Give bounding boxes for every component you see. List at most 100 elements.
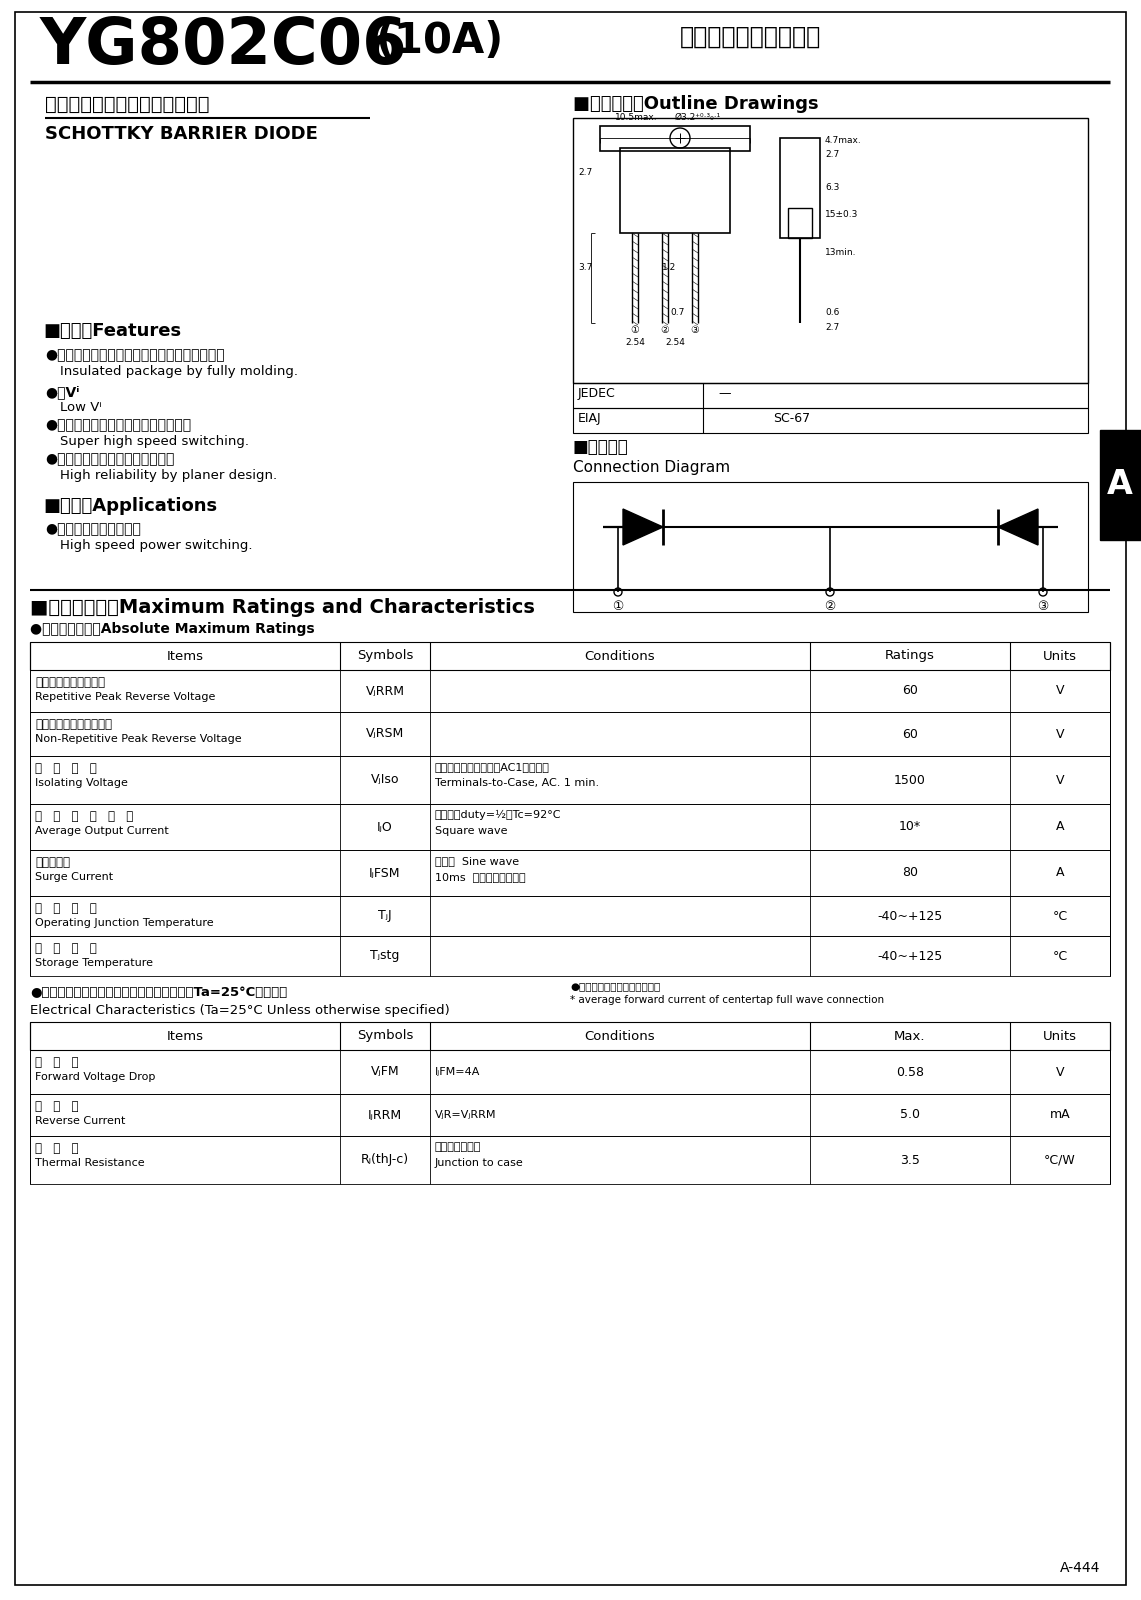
Text: Max.: Max.	[895, 1029, 925, 1043]
Text: V: V	[1055, 685, 1065, 698]
Text: VⱼR=VⱼRRM: VⱼR=VⱼRRM	[435, 1110, 496, 1120]
Text: 保   存   温   度: 保 存 温 度	[35, 942, 97, 955]
Text: Symbols: Symbols	[357, 1029, 413, 1043]
Text: Low Vⁱ: Low Vⁱ	[60, 402, 102, 414]
Text: Thermal Resistance: Thermal Resistance	[35, 1158, 145, 1168]
Text: VⱼFM: VⱼFM	[371, 1066, 399, 1078]
Text: Forward Voltage Drop: Forward Voltage Drop	[35, 1072, 155, 1082]
Text: ピーク繰り返し逆電圧: ピーク繰り返し逆電圧	[35, 675, 105, 690]
Text: ③: ③	[690, 325, 698, 334]
Text: Average Output Current: Average Output Current	[35, 826, 169, 835]
Text: IⱼFM=4A: IⱼFM=4A	[435, 1067, 480, 1077]
Text: ■外形寸法：Outline Drawings: ■外形寸法：Outline Drawings	[573, 94, 818, 114]
Text: TⱼJ: TⱼJ	[378, 909, 391, 923]
Text: 順   電   圧: 順 電 圧	[35, 1056, 79, 1069]
Text: 絶   縁   耕   圧: 絶 縁 耕 圧	[35, 762, 97, 774]
Bar	[573, 408, 1089, 434]
Text: Surge Current: Surge Current	[35, 872, 113, 882]
Text: サージ電流: サージ電流	[35, 856, 70, 869]
Text: 2.54: 2.54	[665, 338, 685, 347]
Bar	[30, 936, 1110, 976]
Text: VⱼRSM: VⱼRSM	[366, 728, 404, 741]
Bar	[30, 896, 1110, 936]
Bar	[780, 138, 820, 238]
Text: 3.7: 3.7	[578, 262, 592, 272]
Text: 5.0: 5.0	[900, 1109, 920, 1122]
Text: Items: Items	[167, 1029, 203, 1043]
Text: 1.2: 1.2	[662, 262, 677, 272]
Text: 逆   電   流: 逆 電 流	[35, 1101, 79, 1114]
Text: * average forward current of centertap full wave connection: * average forward current of centertap f…	[570, 995, 884, 1005]
Text: Symbols: Symbols	[357, 650, 413, 662]
Text: ●電気的特性（特に指定がない限り周囲温度Ta=25°Cとする）: ●電気的特性（特に指定がない限り周囲温度Ta=25°Cとする）	[30, 986, 288, 998]
Text: VⱼIso: VⱼIso	[371, 773, 399, 787]
Bar	[573, 118, 1089, 382]
Text: 接   合   温   度: 接 合 温 度	[35, 902, 97, 915]
Text: Reverse Current: Reverse Current	[35, 1117, 126, 1126]
Bar	[30, 757, 1110, 803]
Bar	[30, 712, 1110, 757]
Text: 10ms  定格負荷状態より: 10ms 定格負荷状態より	[435, 872, 526, 882]
Text: IⱼRRM: IⱼRRM	[367, 1109, 402, 1122]
Text: 0.7: 0.7	[670, 307, 685, 317]
Text: Square wave: Square wave	[435, 826, 508, 835]
Text: 2.54: 2.54	[625, 338, 645, 347]
Text: SCHOTTKY BARRIER DIODE: SCHOTTKY BARRIER DIODE	[44, 125, 318, 142]
Text: Electrical Characteristics (Ta=25°C Unless otherwise specified): Electrical Characteristics (Ta=25°C Unle…	[30, 1005, 450, 1018]
Text: ピーク非繰り返し逆電圧: ピーク非繰り返し逆電圧	[35, 718, 112, 731]
Text: ●スイッチングスピードが非常に遅い: ●スイッチングスピードが非常に遅い	[44, 418, 192, 432]
Text: 方形波，duty=½，Tc=92°C: 方形波，duty=½，Tc=92°C	[435, 810, 561, 821]
Text: Repetitive Peak Reverse Voltage: Repetitive Peak Reverse Voltage	[35, 691, 216, 702]
Text: ●プレーナー技術による高信頼性: ●プレーナー技術による高信頼性	[44, 451, 175, 466]
Text: 15±0.3: 15±0.3	[825, 210, 858, 219]
Polygon shape	[998, 509, 1038, 546]
Text: ■電極接続: ■電極接続	[573, 438, 629, 456]
Text: ■特長：Features: ■特長：Features	[43, 322, 181, 341]
Text: EIAJ: EIAJ	[578, 411, 601, 426]
Text: A: A	[1055, 821, 1065, 834]
Text: 2.7: 2.7	[578, 168, 592, 178]
Bar	[30, 1136, 1110, 1184]
Text: Tⱼstg: Tⱼstg	[371, 949, 399, 963]
Text: 60: 60	[903, 685, 919, 698]
Text: SC-67: SC-67	[772, 411, 810, 426]
Text: Ratings: Ratings	[885, 650, 934, 662]
Text: Items: Items	[167, 650, 203, 662]
Text: Super high speed switching.: Super high speed switching.	[60, 435, 249, 448]
Text: Conditions: Conditions	[584, 1029, 655, 1043]
Text: V: V	[1055, 773, 1065, 787]
Text: ●低Vⁱ: ●低Vⁱ	[44, 386, 80, 398]
Text: 80: 80	[903, 867, 919, 880]
Text: ②: ②	[825, 600, 835, 613]
Text: 一括端子・ケース間，AC1分間印加: 一括端子・ケース間，AC1分間印加	[435, 762, 550, 773]
Text: ■用途：Applications: ■用途：Applications	[43, 498, 217, 515]
Text: IⱼFSM: IⱼFSM	[370, 867, 400, 880]
Bar	[620, 149, 730, 234]
Text: ●絶対最大定格：Absolute Maximum Ratings: ●絶対最大定格：Absolute Maximum Ratings	[30, 622, 315, 635]
Text: Non-Repetitive Peak Reverse Voltage: Non-Repetitive Peak Reverse Voltage	[35, 734, 242, 744]
Text: Connection Diagram: Connection Diagram	[573, 461, 730, 475]
Bar	[30, 642, 1110, 670]
Text: IⱼO: IⱼO	[378, 821, 393, 834]
Bar	[30, 850, 1110, 896]
Text: Junction to case: Junction to case	[435, 1158, 524, 1168]
Text: 10*: 10*	[899, 821, 921, 834]
Text: Units: Units	[1043, 1029, 1077, 1043]
Text: 0.6: 0.6	[825, 307, 840, 317]
Text: -40~+125: -40~+125	[877, 909, 942, 923]
Text: ②: ②	[659, 325, 669, 334]
Text: High reliability by planer design.: High reliability by planer design.	[60, 469, 277, 482]
Text: Ø3.2⁺⁰·³₀·¹: Ø3.2⁺⁰·³₀·¹	[675, 114, 721, 122]
Text: 2.7: 2.7	[825, 150, 840, 158]
Text: 10.5max.: 10.5max.	[615, 114, 657, 122]
Text: ●センタータップ全波出力電流: ●センタータップ全波出力電流	[570, 981, 661, 990]
Text: A-444: A-444	[1060, 1562, 1100, 1574]
Bar	[30, 1050, 1110, 1094]
Bar	[30, 803, 1110, 850]
Text: ●高速電力スイッチング: ●高速電力スイッチング	[44, 522, 140, 536]
Text: 4.7max.: 4.7max.	[825, 136, 861, 146]
Text: ③: ③	[1037, 600, 1049, 613]
Text: 6.3: 6.3	[825, 182, 840, 192]
Text: Storage Temperature: Storage Temperature	[35, 958, 153, 968]
Text: 60: 60	[903, 728, 919, 741]
